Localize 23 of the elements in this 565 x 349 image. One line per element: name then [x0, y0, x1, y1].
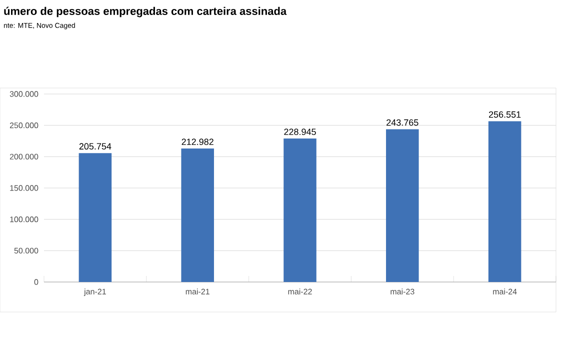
- y-tick-label: 100.000: [10, 216, 38, 222]
- bar: [386, 129, 419, 282]
- y-tick-label: 200.000: [10, 154, 38, 160]
- data-label: 228.945: [284, 128, 316, 136]
- x-tick-label: mai-23: [390, 288, 414, 294]
- y-tick-label: 300.000: [10, 91, 38, 97]
- bar: [488, 121, 522, 282]
- data-label: 256.551: [488, 111, 521, 118]
- x-tick-label: jan-21: [84, 288, 106, 296]
- data-label: 205.754: [79, 143, 112, 150]
- bar: [181, 148, 214, 282]
- y-tick-label: 250.000: [10, 122, 38, 128]
- chart-title: úmero de pessoas empregadas com carteira assinada: [4, 6, 287, 18]
- data-label: 243.765: [386, 119, 418, 126]
- x-tick-label: mai-22: [288, 288, 312, 294]
- y-tick-label: 0: [34, 279, 38, 285]
- x-tick-label: mai-21: [186, 288, 210, 294]
- y-tick-label: 50.000: [14, 248, 38, 254]
- data-label: 212.982: [182, 138, 214, 146]
- bar: [284, 138, 316, 282]
- bar: [78, 153, 112, 282]
- x-tick-label: mai-24: [493, 288, 517, 294]
- y-tick-label: 150.000: [10, 185, 38, 191]
